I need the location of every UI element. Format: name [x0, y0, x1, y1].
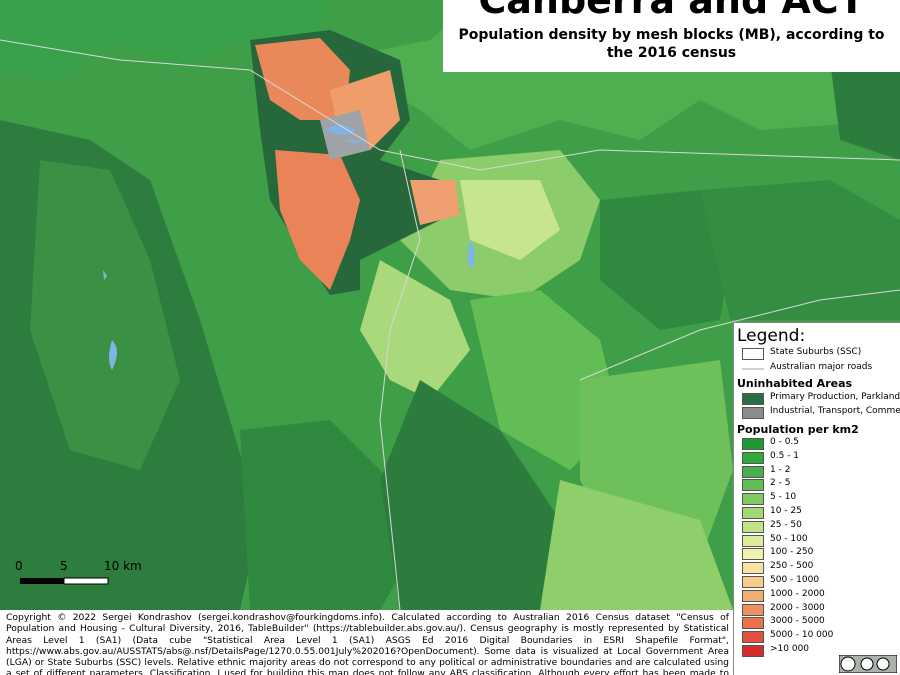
copyright: Copyright © 2022 Sergei Kondrashov (serg…: [6, 612, 729, 675]
legend-label: >10 000: [770, 644, 810, 654]
legend-swatch: [742, 520, 764, 533]
scale-label: 10 km: [104, 559, 142, 573]
legend-heading: Legend:: [737, 326, 806, 346]
legend-swatch: [742, 493, 764, 506]
legend-swatch: [742, 589, 764, 602]
legend-label: 3000 - 5000: [770, 616, 825, 627]
legend-swatch: [742, 407, 764, 419]
legend-label: 1 - 2: [770, 464, 791, 475]
legend-label: 1000 - 2000: [770, 588, 825, 599]
legend-line: [742, 368, 764, 370]
legend-swatch: [742, 603, 764, 616]
legend-swatch: [742, 438, 764, 450]
legend-swatch: [742, 479, 764, 492]
legend-label: 5000 - 10 000: [770, 630, 834, 641]
legend-label: 2000 - 3000: [770, 602, 825, 613]
title: Canberra and ACT: [478, 0, 865, 22]
legend-swatch: [742, 645, 764, 657]
legend-swatch: [742, 562, 764, 575]
scale-label: 5: [60, 559, 68, 573]
license-badge: [839, 655, 897, 673]
legend-swatch: [742, 451, 764, 464]
legend-swatch: [742, 548, 764, 561]
scale-label: 0: [15, 559, 23, 573]
legend-label: 10 - 25: [770, 506, 802, 516]
legend-label: 500 - 1000: [770, 575, 820, 585]
subtitle: Population density by mesh blocks (MB), …: [458, 27, 885, 61]
legend-label: State Suburbs (SSC): [770, 347, 862, 357]
legend-swatch: [742, 465, 764, 478]
legend-label: 5 - 10: [770, 492, 797, 503]
legend-label: Primary Production, Parkland: [770, 392, 900, 402]
legend-swatch: [742, 507, 764, 519]
legend-section: Uninhabited Areas: [737, 377, 853, 390]
legend-label: 0.5 - 1: [770, 450, 800, 461]
legend-label: 0 - 0.5: [770, 437, 800, 447]
legend-swatch: [742, 393, 764, 405]
legend-label: 2 - 5: [770, 478, 791, 489]
legend-label: Industrial, Transport, Commercial: [770, 406, 900, 416]
title-box: Canberra and ACT Population density by m…: [443, 0, 900, 72]
legend-swatch: [742, 348, 764, 360]
legend-label: 250 - 500: [770, 561, 814, 572]
legend-label: 50 - 100: [770, 533, 808, 544]
legend-label: 25 - 50: [770, 519, 802, 530]
legend: Legend: State Suburbs (SSC) Australian ma…: [733, 322, 900, 675]
map: [0, 0, 900, 610]
legend-swatch: [742, 534, 764, 547]
legend-label: 100 - 250: [770, 547, 814, 558]
legend-swatch: [742, 631, 764, 644]
legend-section: Population per km2: [737, 423, 859, 436]
legend-label: Australian major roads: [770, 362, 873, 372]
legend-swatch: [742, 617, 764, 630]
legend-swatch: [742, 576, 764, 588]
